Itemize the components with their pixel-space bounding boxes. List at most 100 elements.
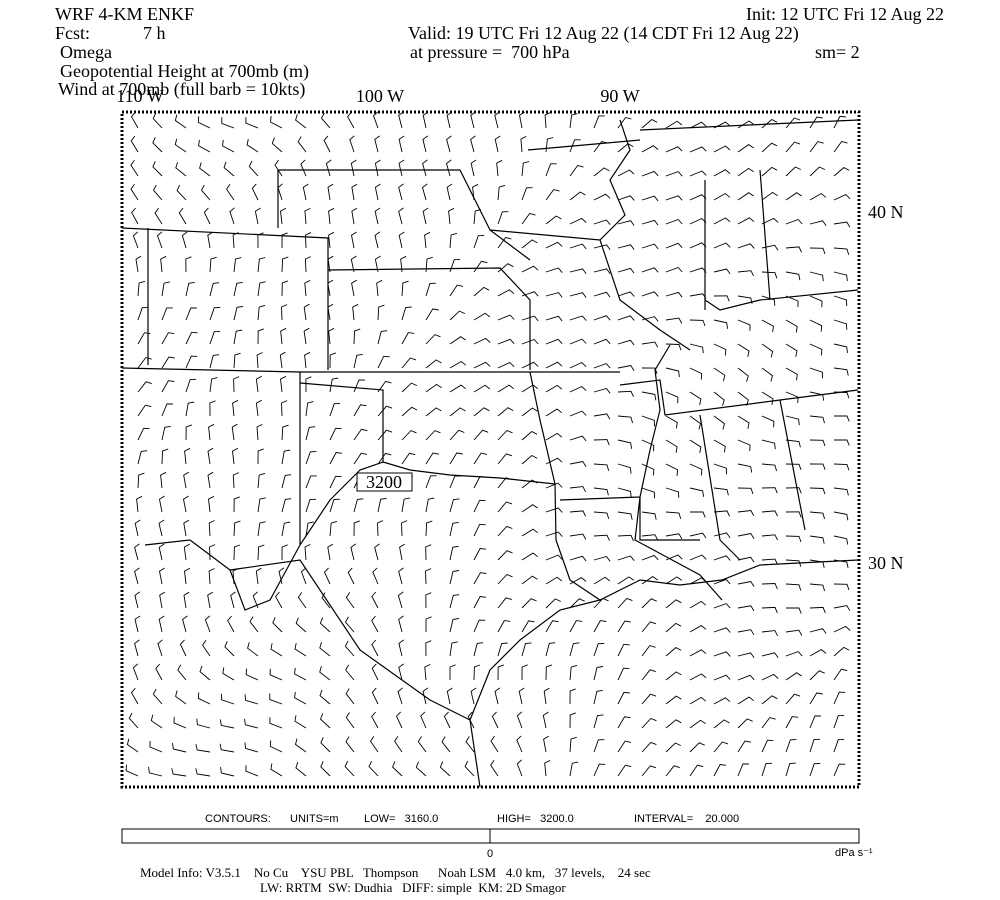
wind-barb	[713, 532, 731, 539]
wind-barb	[159, 591, 166, 609]
wind-barb	[181, 231, 188, 249]
wind-barb	[689, 554, 707, 561]
wind-barb	[345, 712, 355, 729]
wind-barb	[271, 137, 283, 153]
wind-barb	[569, 435, 587, 442]
wind-barb	[327, 303, 334, 321]
wind-barb	[689, 391, 702, 406]
wind-barb	[220, 766, 235, 777]
wind-barb	[425, 334, 441, 345]
wind-barb	[209, 377, 218, 393]
wind-barb	[377, 355, 390, 369]
wind-barb	[545, 482, 563, 489]
wind-barb	[255, 399, 262, 417]
contour-field: Geopotential Height at 700mb (m)	[60, 61, 309, 82]
wind-barb	[159, 495, 165, 513]
wind-barb	[329, 520, 338, 537]
wind-barb	[521, 361, 539, 369]
wind-barb	[347, 567, 355, 585]
wind-barb	[665, 242, 683, 249]
wind-barb	[345, 592, 355, 609]
wind-barb	[833, 271, 848, 282]
wind-barb	[467, 711, 475, 729]
wind-barb	[319, 642, 331, 657]
wind-barb	[833, 140, 848, 153]
wind-barb	[270, 643, 283, 657]
wind-barb	[219, 743, 235, 753]
wind-barb	[294, 667, 307, 681]
wind-barb	[641, 669, 656, 681]
wind-barb	[257, 328, 264, 345]
wind-barb	[617, 315, 635, 321]
wind-barb	[155, 663, 163, 681]
wind-barb	[449, 498, 460, 513]
wind-barb	[254, 207, 261, 225]
wind-barb	[208, 423, 215, 441]
wind-barb	[425, 308, 439, 321]
wind-barb	[737, 674, 755, 681]
wind-barb	[761, 271, 778, 279]
wind-barb	[161, 281, 170, 297]
wind-barb	[257, 521, 266, 537]
wind-barb	[737, 605, 755, 612]
wind-barb	[251, 183, 259, 201]
contour-label: 3200	[366, 472, 402, 492]
wind-barb	[617, 439, 633, 449]
wind-barb	[689, 217, 707, 225]
wind-barb	[569, 712, 576, 729]
wind-barb	[785, 535, 802, 543]
wind-barb	[785, 762, 796, 777]
wind-barb	[785, 693, 801, 705]
wind-barb	[244, 742, 259, 753]
wind-barb	[150, 714, 163, 729]
wind-barb	[470, 159, 477, 177]
wind-barb	[395, 711, 403, 729]
wind-barb	[185, 401, 195, 417]
wind-barb	[713, 391, 725, 406]
wind-barb	[833, 691, 846, 705]
wind-barb	[137, 306, 149, 321]
wind-barb	[713, 192, 731, 201]
wind-barb	[497, 573, 513, 585]
wind-barb	[185, 307, 197, 321]
wind-barb	[207, 231, 214, 249]
wind-barb	[295, 114, 307, 129]
wind-barb	[593, 363, 611, 369]
wind-barb	[785, 367, 798, 381]
wind-barb	[473, 572, 487, 585]
wind-barb	[349, 135, 355, 153]
valid: Valid: 19 UTC Fri 12 Aug 22 (14 CDT Fri …	[408, 23, 799, 44]
wind-barb	[446, 135, 452, 153]
wind-barb	[244, 718, 259, 729]
wind-barb	[713, 719, 730, 729]
wind-barb	[328, 207, 335, 225]
wind-barb	[737, 270, 755, 277]
wind-barb	[737, 319, 751, 331]
wind-barb	[545, 215, 562, 225]
wind-barb	[374, 135, 380, 153]
wind-barb	[593, 689, 603, 705]
wind-barb	[305, 451, 317, 465]
wind-barb	[229, 207, 235, 225]
wind-barb	[545, 598, 561, 609]
wind-barb	[398, 159, 405, 177]
wind-barb	[785, 246, 803, 253]
wind-barb	[833, 247, 850, 255]
contours-interval: INTERVAL= 20.000	[634, 813, 739, 825]
wind-barb	[713, 415, 726, 430]
wind-barb	[449, 545, 459, 561]
wind-barb	[761, 118, 778, 129]
wind-barb	[401, 306, 412, 321]
wind-barb	[617, 244, 635, 250]
wind-barb	[161, 403, 173, 417]
wind-barb	[641, 391, 657, 401]
wind-barb	[177, 664, 187, 681]
wind-barb	[786, 607, 802, 614]
wind-barb	[449, 570, 460, 585]
footer-line: LW: RRTM SW: Dudhia DIFF: simple KM: 2D …	[260, 880, 566, 895]
wind-barb	[833, 463, 850, 471]
wind-barb	[809, 628, 827, 634]
wind-barb	[247, 642, 259, 657]
wind-barb	[185, 355, 198, 369]
wind-barb	[497, 184, 506, 201]
